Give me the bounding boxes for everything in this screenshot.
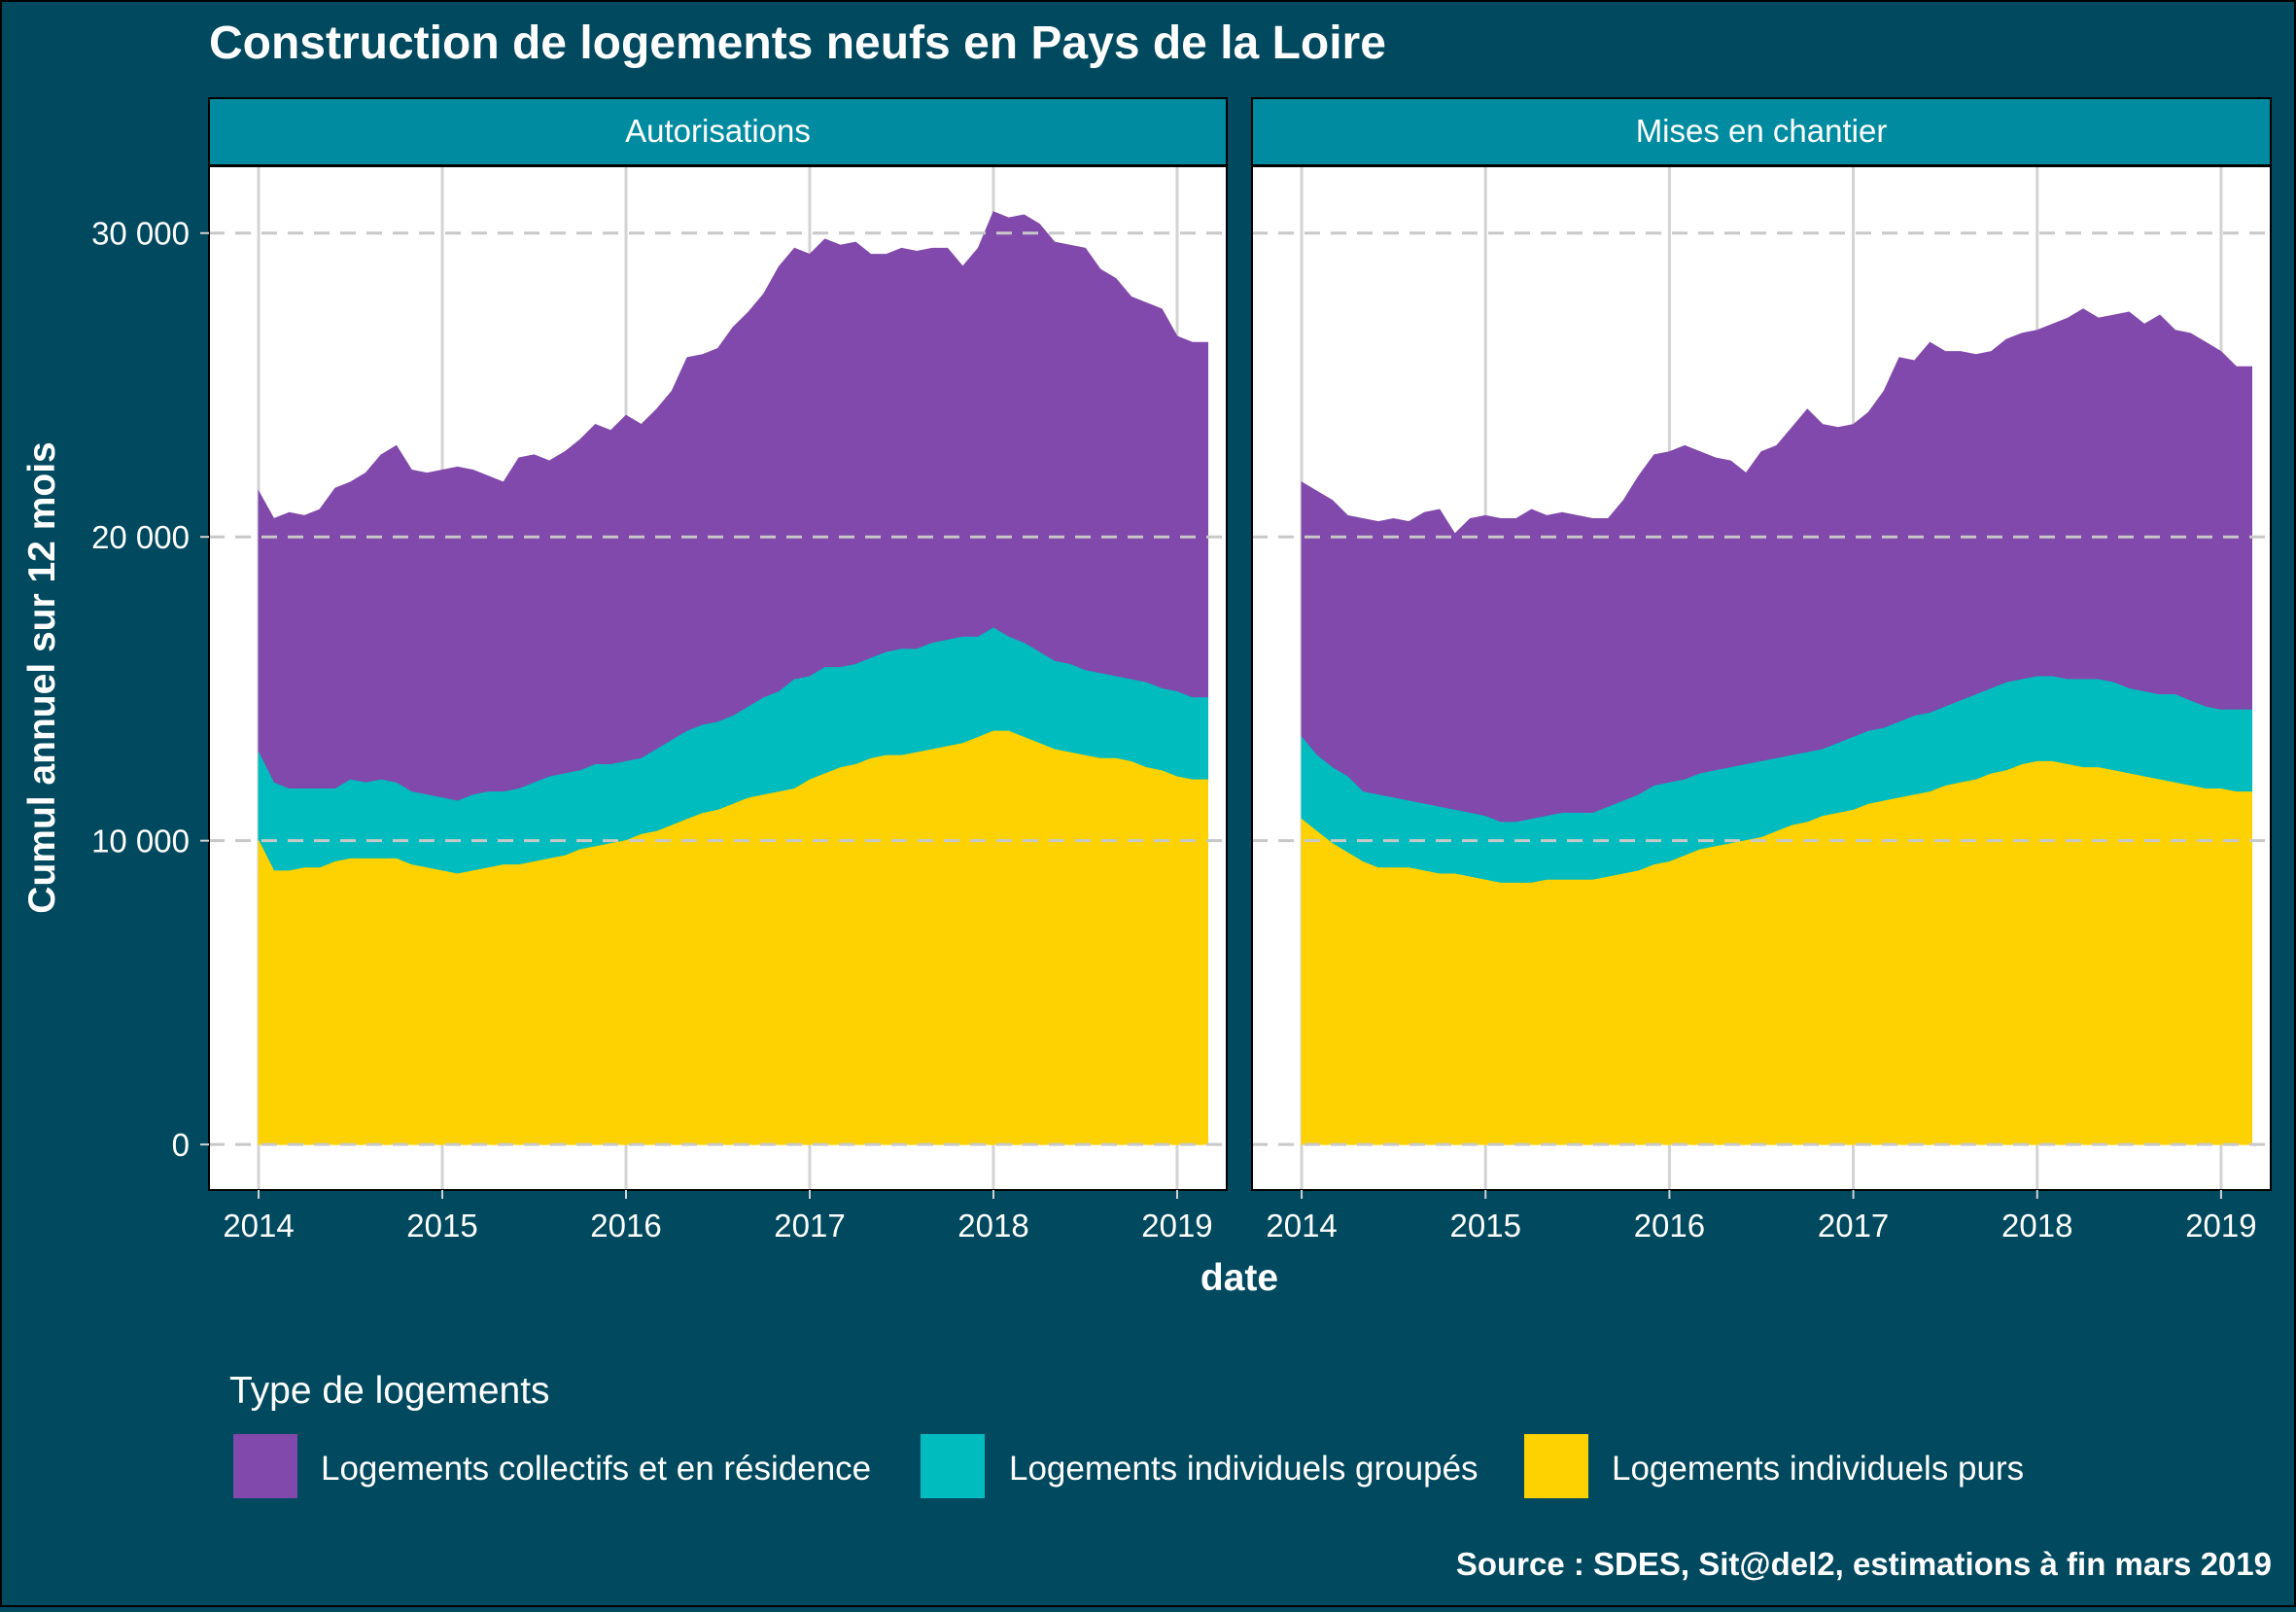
chart-caption: Source : SDES, Sit@del2, estimations à f… xyxy=(1456,1546,2272,1582)
x-axis-label: date xyxy=(1200,1257,1278,1299)
y-tick-label: 0 xyxy=(172,1127,190,1163)
legend-item: Logements individuels groupés xyxy=(921,1434,1478,1498)
legend-title: Type de logements xyxy=(229,1370,550,1412)
x-tick-label: 2015 xyxy=(1450,1208,1521,1244)
panel-strip-label: Mises en chantier xyxy=(1636,113,1888,149)
panel-strip-label: Autorisations xyxy=(625,113,811,149)
legend-layer: Logements collectifs et en résidence Loge… xyxy=(233,1434,2024,1498)
legend-label: Logements collectifs et en résidence xyxy=(321,1450,871,1488)
x-tick-label: 2016 xyxy=(590,1208,661,1244)
panel-strip xyxy=(1251,97,2272,166)
x-tick-label: 2014 xyxy=(223,1208,294,1244)
panel-strip xyxy=(208,97,1228,166)
x-tick-label: 2018 xyxy=(2001,1208,2072,1244)
y-axis-label: Cumul annuel sur 12 mois xyxy=(21,441,63,913)
legend-label: Logements individuels purs xyxy=(1612,1450,2024,1488)
y-tick-label: 30 000 xyxy=(91,216,190,252)
x-tick-label: 2015 xyxy=(406,1208,477,1244)
panel-1: Autorisations 2014 2015 2016 2017 2018 2019 0 10… xyxy=(91,97,1228,1244)
y-tick-label: 10 000 xyxy=(91,824,190,859)
y-tick-label: 20 000 xyxy=(91,519,190,555)
x-tick-label: 2019 xyxy=(1141,1208,1212,1244)
panel-border xyxy=(208,165,1228,1191)
legend-key xyxy=(1524,1434,1588,1498)
legend-label: Logements individuels groupés xyxy=(1009,1450,1478,1488)
x-tick-label: 2017 xyxy=(774,1208,845,1244)
chart-title: Construction de logements neufs en Pays … xyxy=(209,18,1386,69)
x-tick-label: 2016 xyxy=(1634,1208,1705,1244)
panels-layer: Autorisations 2014 2015 2016 2017 2018 2019 0 10… xyxy=(91,97,2272,1244)
panel-2: Mises en chantier 2014 2015 2016 2017 2018 201… xyxy=(1251,97,2272,1244)
x-tick-label: 2018 xyxy=(957,1208,1028,1244)
legend-key xyxy=(233,1434,297,1498)
panel-border xyxy=(1251,165,2272,1191)
legend-key xyxy=(921,1434,985,1498)
x-tick-label: 2014 xyxy=(1266,1208,1337,1244)
legend-item: Logements individuels purs xyxy=(1524,1434,2024,1498)
x-tick-label: 2017 xyxy=(1818,1208,1889,1244)
x-tick-label: 2019 xyxy=(2185,1208,2256,1244)
legend-item: Logements collectifs et en résidence xyxy=(233,1434,871,1498)
